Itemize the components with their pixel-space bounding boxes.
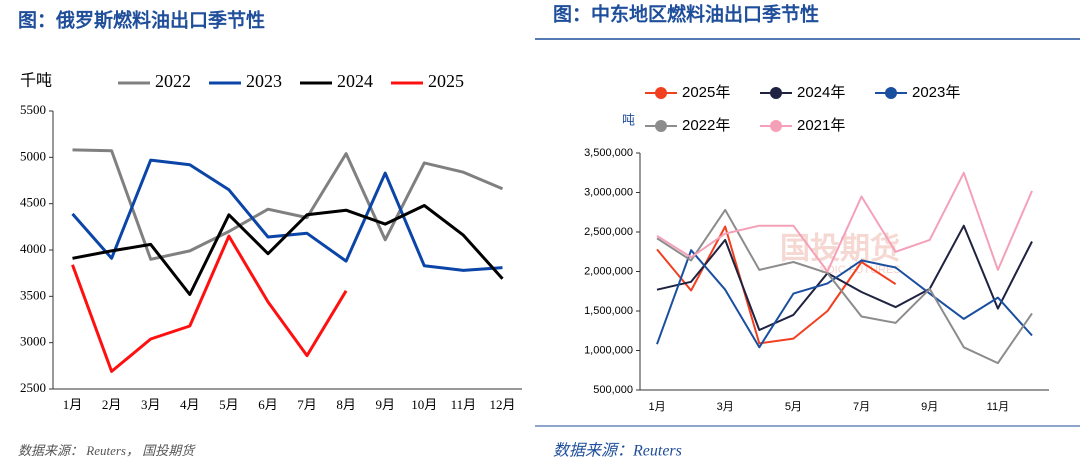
y-tick-label: 500,000 <box>593 384 633 396</box>
x-tick-label: 9月 <box>375 397 395 412</box>
y-tick-label: 2,000,000 <box>584 265 633 277</box>
legend-label: 2022年 <box>682 117 730 134</box>
chart-title: 图：中东地区燃料油出口季节性 <box>553 2 819 25</box>
series-line <box>71 234 348 373</box>
x-tick-label: 8月 <box>336 397 356 412</box>
x-tick-label: 7月 <box>853 401 870 413</box>
x-tick-label: 3月 <box>141 397 161 412</box>
x-tick-label: 5月 <box>785 401 802 413</box>
y-tick-label: 3500 <box>20 287 46 302</box>
y-tick-label: 4000 <box>20 241 46 256</box>
x-tick-label: 1月 <box>648 401 665 413</box>
series-line <box>72 204 504 296</box>
x-tick-label: 6月 <box>258 397 278 412</box>
y-axis-label: 吨 <box>622 112 635 127</box>
series-line <box>656 225 897 345</box>
chart-title: 图：俄罗斯燃料油出口季节性 <box>18 8 265 31</box>
legend-marker <box>770 87 782 99</box>
series-line <box>72 148 504 261</box>
x-tick-label: 5月 <box>219 397 239 412</box>
series-line <box>656 249 1033 349</box>
series-line <box>656 208 1033 365</box>
x-tick-label: 4月 <box>180 397 200 412</box>
y-tick-label: 3000 <box>20 334 46 349</box>
y-tick-label: 2,500,000 <box>584 226 633 238</box>
watermark-sub: SDIC FUTURES <box>819 264 900 276</box>
legend-label: 2024 <box>337 71 373 91</box>
x-tick-label: 11月 <box>987 401 1009 413</box>
y-tick-label: 4500 <box>20 195 46 210</box>
x-tick-label: 10月 <box>411 397 437 412</box>
x-tick-label: 1月 <box>63 397 83 412</box>
x-tick-label: 3月 <box>717 401 734 413</box>
legend-label: 2023 <box>246 71 282 91</box>
y-tick-label: 1,500,000 <box>584 305 633 317</box>
y-tick-label: 5500 <box>20 102 46 117</box>
x-tick-label: 7月 <box>297 397 317 412</box>
x-tick-label: 12月 <box>489 397 515 412</box>
legend-label: 2021年 <box>797 117 845 134</box>
legend-label: 2022 <box>155 71 191 91</box>
legend-marker <box>885 87 897 99</box>
y-tick-label: 5000 <box>20 148 46 163</box>
x-tick-label: 9月 <box>921 401 938 413</box>
y-tick-label: 1,000,000 <box>584 344 633 356</box>
legend-label: 2023年 <box>912 84 960 101</box>
legend-label: 2025 <box>428 71 464 91</box>
y-axis-label: 千吨 <box>20 72 52 90</box>
watermark: 国投期货 <box>780 232 900 267</box>
y-tick-label: 3,500,000 <box>584 147 633 159</box>
y-tick-label: 3,000,000 <box>584 186 633 198</box>
legend-marker <box>655 120 667 132</box>
legend-label: 2025年 <box>682 84 730 101</box>
legend-label: 2024年 <box>797 84 845 101</box>
x-tick-label: 2月 <box>102 397 122 412</box>
legend-marker <box>655 87 667 99</box>
x-tick-label: 11月 <box>451 397 477 412</box>
series-line <box>656 171 1033 273</box>
series-line <box>656 224 1033 331</box>
y-tick-label: 2500 <box>20 380 46 395</box>
source: 数据来源：Reuters <box>553 442 682 460</box>
legend-marker <box>770 120 782 132</box>
source: 数据来源： Reuters， 国投期货 <box>18 443 196 458</box>
